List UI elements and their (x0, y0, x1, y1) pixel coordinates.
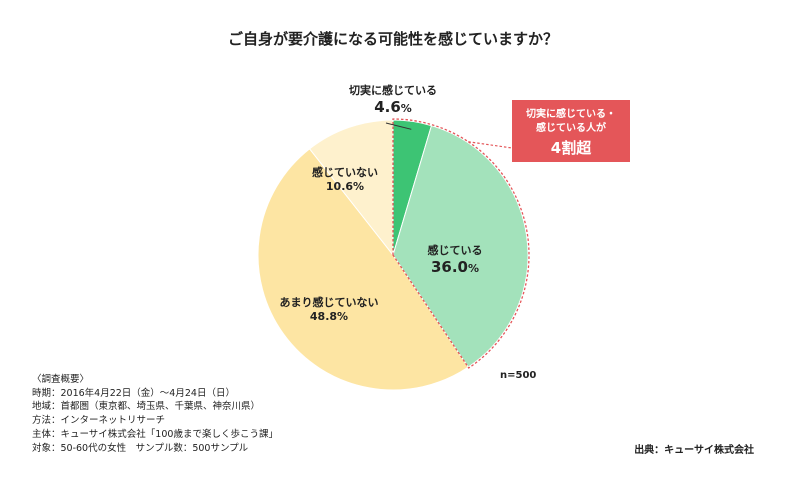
callout-text: 切実に感じている・ 感じている人が (512, 108, 630, 135)
slice-label-very: 切実に感じている 4.6% (330, 84, 456, 117)
slice-value-feel: 36.0% (405, 258, 505, 277)
highlight-outline (392, 118, 530, 369)
slice-not (308, 119, 394, 257)
slice-number-feel: 36.0 (430, 257, 468, 276)
callout-line1: 切実に感じている・ (526, 109, 616, 120)
slice-value-very: 4.6% (330, 98, 456, 117)
survey-line-method: 方法：インターネットリサーチ (32, 415, 166, 427)
slice-value-not: 10.6% (325, 179, 365, 193)
survey-line-target: 対象：50-60代の女性 サンプル数：500サンプル (32, 442, 249, 454)
slice-name-not: 感じていない (312, 166, 378, 179)
callout-line2: 感じている人が (536, 122, 606, 134)
slice-name-not-much: あまり感じていない (279, 296, 379, 309)
slice-label-feel: 感じている 36.0% (405, 244, 505, 277)
callout-line3: 4割超 (550, 139, 592, 157)
slice-leader-line (385, 122, 412, 130)
slice-label-not-much: あまり感じていない 48.8% (264, 296, 394, 324)
survey-line-organizer: 主体：キューサイ株式会社「100歳まで楽しく歩こう課」 (32, 428, 278, 440)
sample-size-label: n=500 (500, 370, 537, 381)
highlight-callout: 切実に感じている・ 感じている人が 4割超 (512, 100, 630, 162)
source-credit: 出典：キューサイ株式会社 (634, 445, 754, 456)
slice-label-not: 感じていない 10.6% (300, 166, 390, 194)
slice-name-very: 切実に感じている (349, 84, 437, 97)
slice-feel (392, 124, 529, 368)
survey-heading: 〈調査概要〉 (32, 374, 90, 385)
slice-unit-very: % (400, 101, 412, 115)
slice-unit-feel: % (467, 261, 480, 275)
survey-summary: 〈調査概要〉 時期：2016年4月22日（金）〜4月24日（日） 地域：首都圏（… (32, 373, 278, 455)
slice-number-very: 4.6 (374, 97, 401, 116)
slice-not-much (257, 148, 469, 391)
survey-line-period: 時期：2016年4月22日（金）〜4月24日（日） (32, 387, 235, 399)
slice-name-feel: 感じている (427, 244, 483, 257)
callout-connector (468, 141, 513, 149)
chart-title: ご自身が要介護になる可能性を感じていますか？ (227, 30, 558, 48)
survey-line-area: 地域：首都圏（東京都、埼玉県、千葉県、神奈川県） (32, 401, 261, 413)
slice-value-not-much: 48.8% (309, 309, 349, 323)
